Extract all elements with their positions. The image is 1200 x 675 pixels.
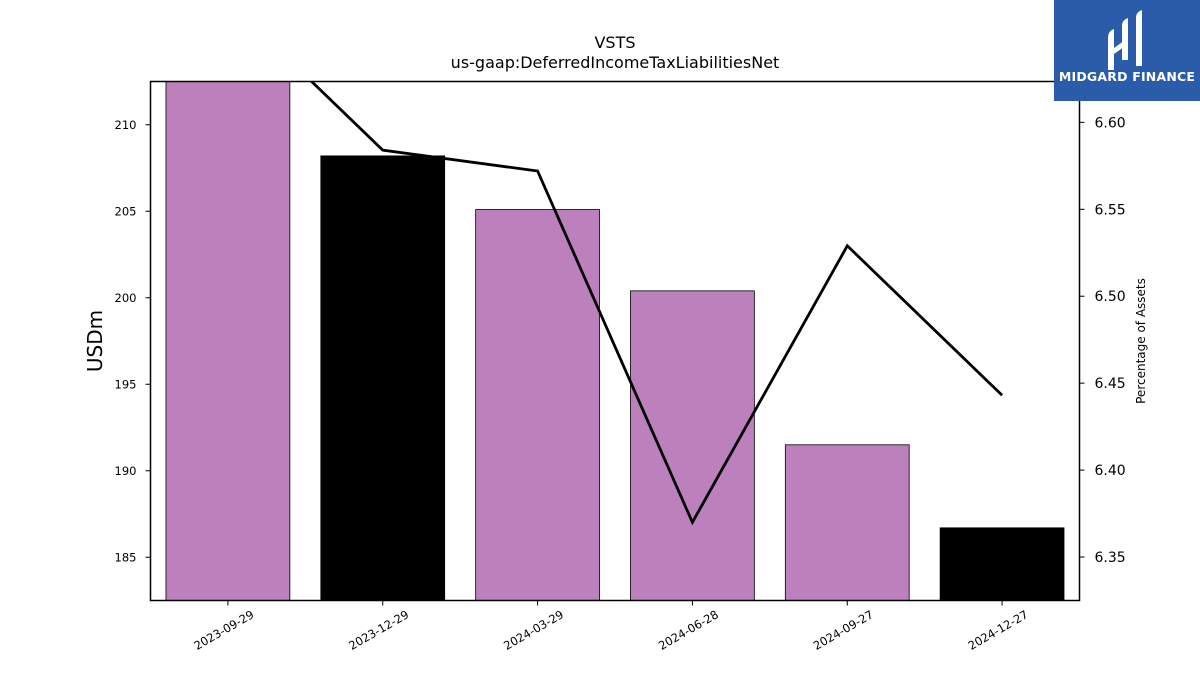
y-tick-label: 195 bbox=[115, 377, 137, 391]
x-tick-label: 2023-09-29 bbox=[191, 607, 256, 653]
bar bbox=[320, 155, 446, 601]
midgard-logo-icon bbox=[1108, 10, 1142, 70]
y-tick-label: 205 bbox=[115, 204, 137, 218]
bar-group bbox=[165, 81, 1065, 601]
plot-area-frame bbox=[149, 80, 1081, 602]
brand-logo: MIDGARD FINANCE bbox=[1054, 0, 1200, 101]
chart-subtitle: us-gaap:DeferredIncomeTaxLiabilitiesNet bbox=[451, 53, 780, 72]
chart-title: VSTS bbox=[594, 33, 635, 52]
y-axis-left: 185 190 195 200 205 210 bbox=[115, 118, 151, 564]
y2-axis-label: Percentage of Assets bbox=[1134, 278, 1148, 404]
x-axis: 2023-09-29 2023-12-29 2024-03-29 2024-06-28… bbox=[191, 600, 1031, 653]
bar bbox=[939, 527, 1065, 601]
bar bbox=[784, 444, 910, 601]
y-axis-label: USDm bbox=[83, 310, 107, 372]
bar bbox=[475, 209, 600, 601]
x-tick-label: 2024-12-27 bbox=[966, 607, 1031, 653]
y-axis-right: 6.35 6.40 6.45 6.50 6.55 6.60 bbox=[1079, 115, 1126, 566]
y2-tick-label: 6.40 bbox=[1095, 463, 1126, 479]
y2-tick-label: 6.50 bbox=[1095, 289, 1126, 305]
bar bbox=[630, 290, 755, 601]
y-tick-label: 210 bbox=[115, 118, 137, 132]
line-series bbox=[309, 81, 1004, 526]
y2-tick-label: 6.35 bbox=[1095, 550, 1126, 566]
bar bbox=[165, 81, 291, 601]
y-tick-label: 200 bbox=[115, 291, 137, 305]
y2-tick-label: 6.60 bbox=[1095, 115, 1126, 131]
x-tick-label: 2024-06-28 bbox=[656, 607, 721, 653]
x-tick-label: 2024-09-27 bbox=[811, 607, 876, 653]
x-tick-label: 2024-03-29 bbox=[501, 607, 566, 653]
brand-name: MIDGARD FINANCE bbox=[1058, 69, 1196, 84]
line-path bbox=[309, 81, 1004, 526]
y2-tick-label: 6.45 bbox=[1095, 376, 1126, 392]
y2-tick-label: 6.55 bbox=[1095, 202, 1126, 218]
y-tick-label: 190 bbox=[115, 464, 137, 478]
x-tick-label: 2023-12-29 bbox=[346, 607, 411, 653]
y-tick-label: 185 bbox=[115, 550, 137, 564]
